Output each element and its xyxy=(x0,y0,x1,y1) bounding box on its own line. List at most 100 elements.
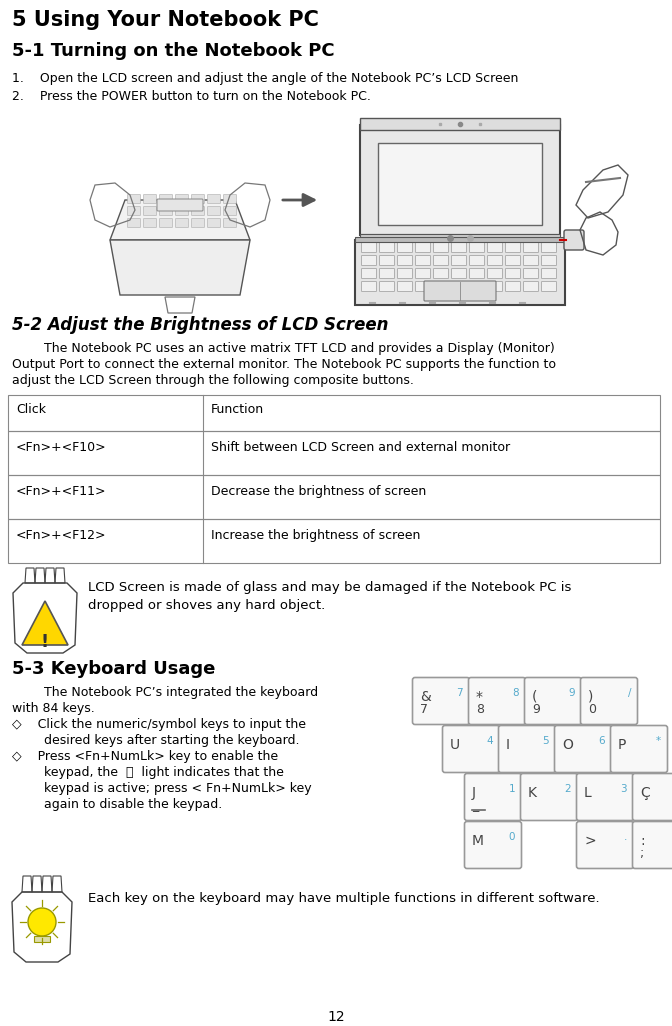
Text: Ç: Ç xyxy=(640,786,650,800)
Polygon shape xyxy=(110,200,250,240)
Text: again to disable the keypad.: again to disable the keypad. xyxy=(12,798,222,811)
Bar xyxy=(360,118,560,130)
FancyBboxPatch shape xyxy=(505,269,521,278)
Text: 7: 7 xyxy=(456,688,463,698)
FancyBboxPatch shape xyxy=(159,195,173,203)
FancyBboxPatch shape xyxy=(452,255,466,266)
FancyBboxPatch shape xyxy=(380,281,394,291)
FancyBboxPatch shape xyxy=(523,269,538,278)
FancyBboxPatch shape xyxy=(224,195,237,203)
Text: The Notebook PC’s integrated the keyboard: The Notebook PC’s integrated the keyboar… xyxy=(12,686,318,699)
Text: 2: 2 xyxy=(564,784,571,794)
Text: ;: ; xyxy=(640,847,644,860)
Text: /: / xyxy=(628,688,631,698)
Text: 0: 0 xyxy=(588,703,596,716)
Text: P: P xyxy=(618,738,626,752)
Text: 8: 8 xyxy=(512,688,519,698)
FancyBboxPatch shape xyxy=(208,206,220,215)
FancyBboxPatch shape xyxy=(610,725,667,773)
Text: 5-3 Keyboard Usage: 5-3 Keyboard Usage xyxy=(12,660,215,678)
Text: ◇    Press <Fn+NumLk> key to enable the: ◇ Press <Fn+NumLk> key to enable the xyxy=(12,750,278,763)
Polygon shape xyxy=(22,601,68,645)
Text: _: _ xyxy=(472,799,478,812)
FancyBboxPatch shape xyxy=(433,269,448,278)
FancyBboxPatch shape xyxy=(452,242,466,252)
FancyBboxPatch shape xyxy=(362,281,376,291)
Text: ): ) xyxy=(588,690,593,704)
FancyBboxPatch shape xyxy=(413,677,470,724)
Text: Each key on the keyboard may have multiple functions in different software.: Each key on the keyboard may have multip… xyxy=(88,892,599,905)
FancyBboxPatch shape xyxy=(487,242,503,252)
FancyBboxPatch shape xyxy=(505,281,521,291)
Text: :: : xyxy=(640,834,644,849)
FancyBboxPatch shape xyxy=(554,725,612,773)
FancyBboxPatch shape xyxy=(464,822,521,868)
Text: (: ( xyxy=(532,690,538,704)
FancyBboxPatch shape xyxy=(398,255,413,266)
Text: <Fn>+<F12>: <Fn>+<F12> xyxy=(16,529,106,542)
FancyBboxPatch shape xyxy=(433,281,448,291)
Text: <Fn>+<F11>: <Fn>+<F11> xyxy=(16,485,106,498)
Text: 7: 7 xyxy=(420,703,428,716)
Text: *: * xyxy=(656,736,661,746)
FancyBboxPatch shape xyxy=(470,242,485,252)
Text: 8: 8 xyxy=(476,703,484,716)
Bar xyxy=(355,240,565,305)
Text: O: O xyxy=(562,738,573,752)
Text: with 84 keys.: with 84 keys. xyxy=(12,702,95,715)
FancyBboxPatch shape xyxy=(192,195,204,203)
Text: K: K xyxy=(528,786,537,800)
Text: ◇    Click the numeric/symbol keys to input the: ◇ Click the numeric/symbol keys to input… xyxy=(12,718,306,731)
Text: Output Port to connect the external monitor. The Notebook PC supports the functi: Output Port to connect the external moni… xyxy=(12,358,556,371)
Text: The Notebook PC uses an active matrix TFT LCD and provides a Display (Monitor): The Notebook PC uses an active matrix TF… xyxy=(12,342,555,355)
Text: 5 Using Your Notebook PC: 5 Using Your Notebook PC xyxy=(12,10,319,30)
FancyBboxPatch shape xyxy=(470,255,485,266)
FancyBboxPatch shape xyxy=(487,255,503,266)
FancyBboxPatch shape xyxy=(224,206,237,215)
Text: >: > xyxy=(584,834,595,849)
Polygon shape xyxy=(110,240,250,295)
FancyBboxPatch shape xyxy=(159,219,173,228)
Text: J: J xyxy=(472,786,476,800)
Text: 9: 9 xyxy=(569,688,575,698)
Text: Decrease the brightness of screen: Decrease the brightness of screen xyxy=(211,485,426,498)
FancyBboxPatch shape xyxy=(577,774,634,821)
FancyBboxPatch shape xyxy=(470,269,485,278)
Bar xyxy=(360,125,560,235)
FancyBboxPatch shape xyxy=(525,677,581,724)
Text: 1: 1 xyxy=(509,784,515,794)
FancyBboxPatch shape xyxy=(452,281,466,291)
FancyBboxPatch shape xyxy=(415,255,431,266)
FancyBboxPatch shape xyxy=(175,195,189,203)
FancyBboxPatch shape xyxy=(144,195,157,203)
FancyBboxPatch shape xyxy=(157,199,203,211)
Text: dropped or shoves any hard object.: dropped or shoves any hard object. xyxy=(88,599,325,611)
FancyBboxPatch shape xyxy=(415,242,431,252)
Bar xyxy=(378,143,542,225)
Text: .: . xyxy=(624,832,627,842)
Text: <Fn>+<F10>: <Fn>+<F10> xyxy=(16,441,107,453)
FancyBboxPatch shape xyxy=(380,255,394,266)
FancyBboxPatch shape xyxy=(632,822,672,868)
Text: !: ! xyxy=(41,633,49,652)
Text: 5-1 Turning on the Notebook PC: 5-1 Turning on the Notebook PC xyxy=(12,42,335,60)
FancyBboxPatch shape xyxy=(224,219,237,228)
FancyBboxPatch shape xyxy=(415,281,431,291)
FancyBboxPatch shape xyxy=(362,255,376,266)
Bar xyxy=(8,475,660,519)
Text: keypad is active; press < Fn+NumLk> key: keypad is active; press < Fn+NumLk> key xyxy=(12,782,312,795)
Text: 6: 6 xyxy=(598,736,605,746)
Text: 0: 0 xyxy=(509,832,515,842)
Text: M: M xyxy=(472,834,484,849)
FancyBboxPatch shape xyxy=(433,255,448,266)
FancyBboxPatch shape xyxy=(542,269,556,278)
FancyBboxPatch shape xyxy=(433,242,448,252)
FancyBboxPatch shape xyxy=(208,219,220,228)
FancyBboxPatch shape xyxy=(442,725,499,773)
Text: 5: 5 xyxy=(542,736,549,746)
FancyBboxPatch shape xyxy=(577,822,634,868)
Bar xyxy=(360,234,560,242)
FancyBboxPatch shape xyxy=(398,242,413,252)
Circle shape xyxy=(28,908,56,936)
Text: Increase the brightness of screen: Increase the brightness of screen xyxy=(211,529,421,542)
